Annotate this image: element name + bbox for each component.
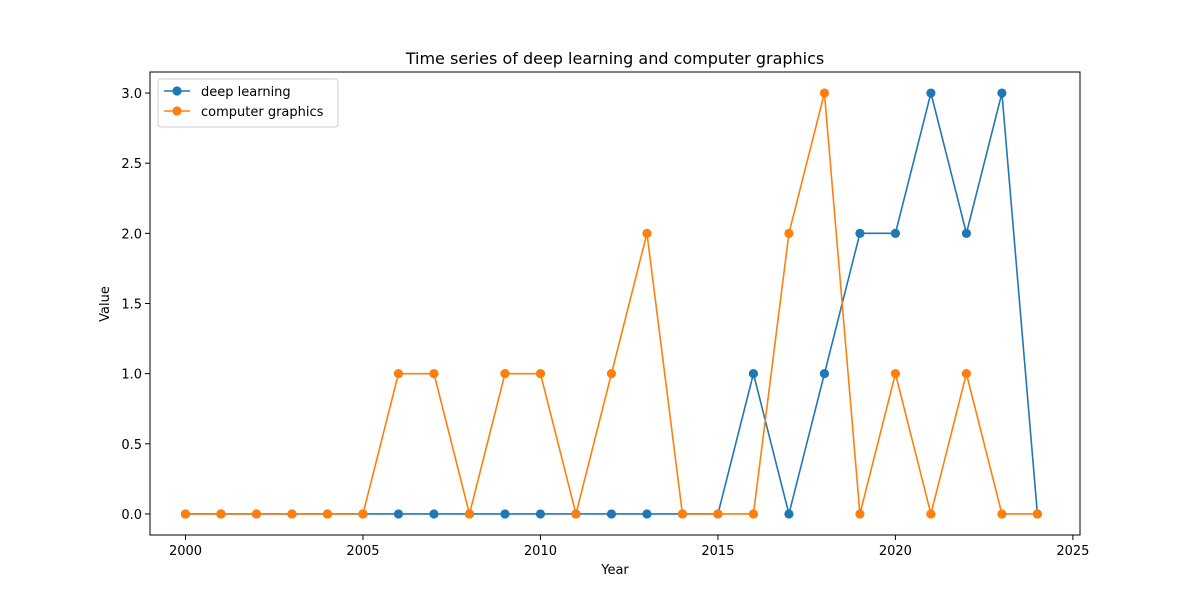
data-point-deep-learning: [642, 509, 652, 519]
y-axis-title: Value: [98, 286, 113, 322]
data-point-computer-graphics: [500, 369, 510, 379]
data-point-deep-learning: [429, 509, 439, 519]
x-axis-title: Year: [600, 563, 629, 578]
data-point-deep-learning: [926, 88, 936, 98]
data-point-computer-graphics: [642, 228, 652, 238]
data-point-computer-graphics: [1032, 509, 1043, 519]
data-point-computer-graphics: [926, 509, 936, 519]
y-tick-label: 2.5: [121, 157, 142, 172]
data-point-computer-graphics: [784, 228, 794, 238]
x-tick-label: 2010: [524, 544, 557, 559]
axes-frame: [149, 71, 1081, 536]
data-point-computer-graphics: [180, 509, 191, 519]
data-point-deep-learning: [961, 228, 972, 238]
data-point-computer-graphics: [606, 369, 617, 379]
data-point-deep-learning: [748, 369, 759, 379]
data-point-deep-learning: [535, 509, 546, 519]
data-point-computer-graphics: [358, 509, 368, 519]
data-point-computer-graphics: [464, 509, 475, 519]
data-point-computer-graphics: [855, 509, 865, 519]
plot-area: 2000 2005 2010 2015 2020 2025 0.0 0.5 1.0 1.5 2.0 2…: [121, 71, 1089, 559]
data-point-computer-graphics: [890, 369, 901, 379]
data-point-computer-graphics: [216, 509, 226, 519]
data-point-deep-learning: [890, 228, 901, 238]
data-point-computer-graphics: [429, 369, 439, 379]
data-point-computer-graphics: [571, 509, 581, 519]
legend-marker-computer-graphics: [172, 106, 182, 116]
data-point-computer-graphics: [287, 509, 297, 519]
data-point-deep-learning: [393, 509, 404, 519]
data-point-computer-graphics: [748, 509, 759, 519]
data-point-computer-graphics: [677, 509, 688, 519]
data-point-deep-learning: [500, 509, 510, 519]
data-point-deep-learning: [855, 228, 865, 238]
legend-box: [157, 78, 339, 128]
data-point-computer-graphics: [535, 369, 546, 379]
data-point-computer-graphics: [322, 509, 333, 519]
data-point-deep-learning: [784, 509, 794, 519]
x-tick-label: 2015: [701, 544, 734, 559]
legend-label-computer-graphics: computer graphics: [201, 105, 324, 120]
x-tick-label: 2020: [879, 544, 912, 559]
data-point-computer-graphics: [713, 509, 723, 519]
y-tick-label: 3.0: [121, 87, 142, 102]
x-tick-label: 2000: [169, 544, 202, 559]
legend-marker-deep-learning: [172, 86, 182, 96]
data-point-computer-graphics: [961, 369, 972, 379]
legend-label-deep-learning: deep learning: [201, 85, 291, 100]
chart-title: Time series of deep learning and compute…: [405, 49, 825, 68]
data-point-deep-learning: [819, 369, 830, 379]
y-tick-label: 1.0: [121, 368, 142, 383]
x-tick-label: 2025: [1056, 544, 1089, 559]
data-point-computer-graphics: [393, 369, 404, 379]
y-tick-label: 0.0: [121, 508, 142, 523]
y-tick-label: 0.5: [121, 438, 142, 453]
data-point-computer-graphics: [819, 88, 830, 98]
y-tick-label: 1.5: [121, 298, 142, 313]
data-point-computer-graphics: [997, 509, 1007, 519]
x-tick-label: 2005: [346, 544, 379, 559]
data-point-deep-learning: [606, 509, 617, 519]
legend: deep learning computer graphics: [157, 78, 339, 128]
data-point-computer-graphics: [251, 509, 262, 519]
y-tick-label: 2.0: [121, 227, 142, 242]
data-point-deep-learning: [997, 88, 1007, 98]
